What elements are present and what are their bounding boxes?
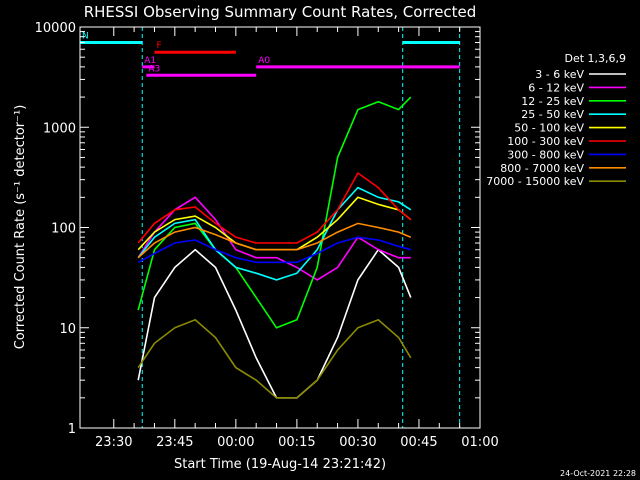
series-line-7 — [137, 236, 412, 264]
y-tick-label: 1000 — [43, 121, 76, 136]
legend-label-7: 300 - 800 keV — [507, 148, 584, 161]
annotation-label-a3: A3 — [148, 64, 160, 74]
x-tick-label: 00:45 — [400, 435, 437, 450]
legend-label-4: 25 - 50 keV — [521, 108, 584, 121]
y-tick-label: 1 — [68, 422, 76, 437]
y-tick-label: 10 — [59, 322, 76, 337]
annotation-label-n: N — [82, 32, 89, 42]
x-axis-label: Start Time (19-Aug-14 23:21:42) — [174, 457, 386, 472]
legend-label-1: 3 - 6 keV — [535, 68, 584, 81]
series-line-9 — [137, 318, 412, 399]
chart-title: RHESSI Observing Summary Count Rates, Co… — [84, 3, 477, 21]
x-tick-label: 00:15 — [278, 435, 315, 450]
legend-label-5: 50 - 100 keV — [514, 122, 584, 135]
annotation-label-f: F — [156, 41, 161, 51]
x-tick-label: 23:45 — [156, 435, 193, 450]
annotation-label-a0: A0 — [258, 56, 270, 66]
series-line-3 — [137, 96, 412, 329]
y-axis-label: Corrected Count Rate (s⁻¹ detector⁻¹) — [13, 105, 28, 350]
legend-label-8: 800 - 7000 keV — [500, 162, 584, 175]
legend-label-6: 100 - 300 keV — [507, 135, 584, 148]
x-tick-label: 01:00 — [461, 435, 498, 450]
legend-label-2: 6 - 12 keV — [528, 81, 584, 94]
series-line-6 — [137, 171, 412, 244]
y-tick-label: 100 — [51, 222, 76, 237]
annotation-label-a1: A1 — [144, 56, 156, 66]
series-line-2 — [137, 196, 411, 281]
legend-title: Det 1,3,6,9 — [564, 52, 626, 65]
series-line-4 — [137, 186, 412, 281]
x-tick-label: 23:30 — [95, 435, 132, 450]
axes-frame: 1 10 100 1000 10000 23:30 23:45 00:00 00:15 00:30… — [35, 21, 499, 450]
x-tick-label: 00:30 — [339, 435, 376, 450]
series-line-8 — [137, 222, 412, 259]
y-tick-label: 10000 — [35, 21, 76, 36]
legend-label-9: 7000 - 15000 keV — [486, 175, 584, 188]
x-tick-label: 00:00 — [217, 435, 254, 450]
timestamp: 24-Oct-2021 22:28 — [560, 469, 636, 478]
legend-label-3: 12 - 25 keV — [521, 95, 584, 108]
